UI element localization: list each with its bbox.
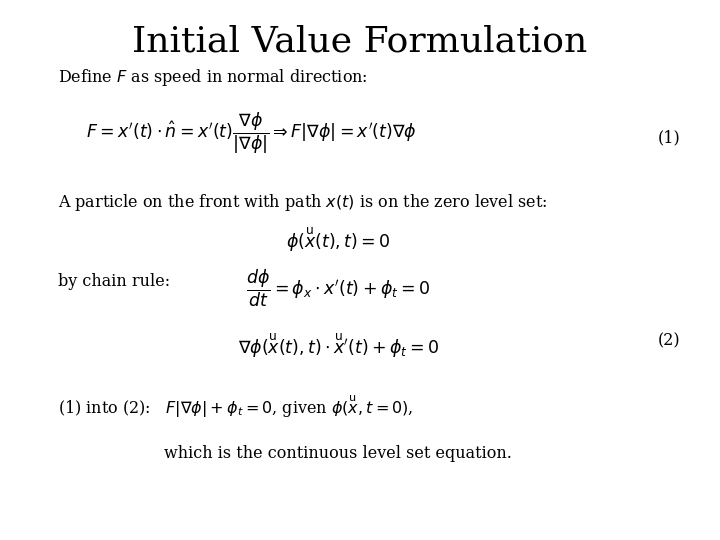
Text: by chain rule:: by chain rule: <box>58 273 170 289</box>
Text: A particle on the front with path $\mathit{x}(t)$ is on the zero level set:: A particle on the front with path $\math… <box>58 192 547 213</box>
Text: (2): (2) <box>658 332 680 349</box>
Text: $\phi(\overset{\mathrm{u}}{x}(t),t) = 0$: $\phi(\overset{\mathrm{u}}{x}(t),t) = 0$ <box>286 226 391 254</box>
Text: $\nabla\phi(\overset{\mathrm{u}}{x}(t),t)\cdot\overset{\mathrm{u}}{x}'(t) + \phi: $\nabla\phi(\overset{\mathrm{u}}{x}(t),t… <box>238 332 439 360</box>
Text: (1) into (2):   $F|\nabla\phi| + \phi_t = 0$, given $\phi(\overset{\mathrm{u}}{x: (1) into (2): $F|\nabla\phi| + \phi_t = … <box>58 394 413 421</box>
Text: $\dfrac{d\phi}{dt} = \phi_{\overset{}{x}} \cdot x'(t) + \phi_t = 0$: $\dfrac{d\phi}{dt} = \phi_{\overset{}{x}… <box>246 267 431 309</box>
Text: Define $F$ as speed in normal direction:: Define $F$ as speed in normal direction: <box>58 68 367 89</box>
Text: Initial Value Formulation: Initial Value Formulation <box>132 24 588 58</box>
Text: (1): (1) <box>657 130 680 146</box>
Text: $F = x'(t)\cdot\hat{n} = x'(t)\dfrac{\nabla\phi}{|\nabla\phi|} \Rightarrow F|\na: $F = x'(t)\cdot\hat{n} = x'(t)\dfrac{\na… <box>86 111 417 156</box>
Text: which is the continuous level set equation.: which is the continuous level set equati… <box>164 446 513 462</box>
